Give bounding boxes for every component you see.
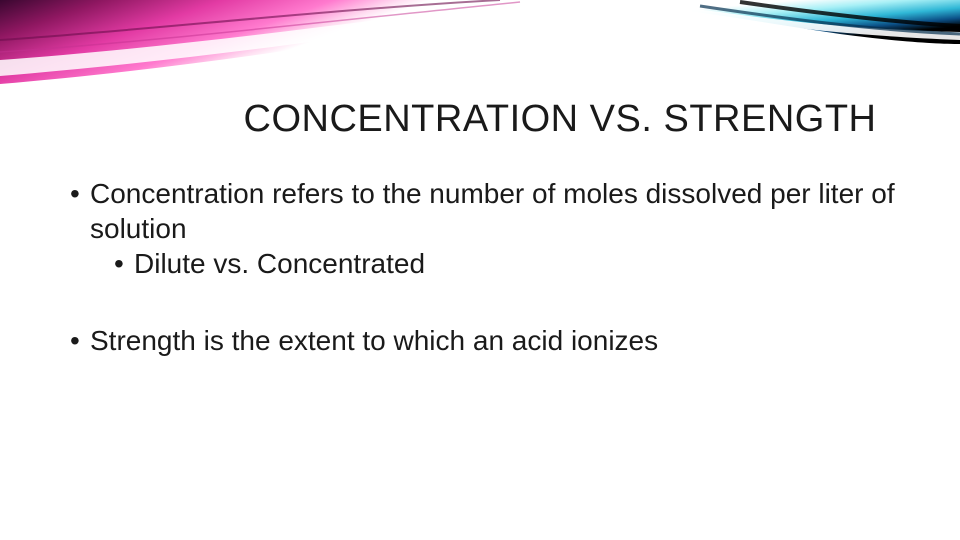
bullet-item: • Concentration refers to the number of … [70, 176, 900, 246]
slide-title: CONCENTRATION VS. STRENGTH [0, 98, 960, 141]
bullet-glyph: • [70, 323, 90, 358]
bullet-text: Dilute vs. Concentrated [134, 246, 900, 281]
bullet-item: • Strength is the extent to which an aci… [70, 323, 900, 358]
paragraph-gap [70, 281, 900, 323]
bullet-subitem: • Dilute vs. Concentrated [114, 246, 900, 281]
bullet-text: Strength is the extent to which an acid … [90, 323, 900, 358]
bullet-glyph: • [70, 176, 90, 211]
slide-body: • Concentration refers to the number of … [70, 176, 900, 358]
bullet-text: Concentration refers to the number of mo… [90, 176, 900, 246]
bullet-glyph: • [114, 246, 134, 281]
slide: CONCENTRATION VS. STRENGTH • Concentrati… [0, 0, 960, 540]
